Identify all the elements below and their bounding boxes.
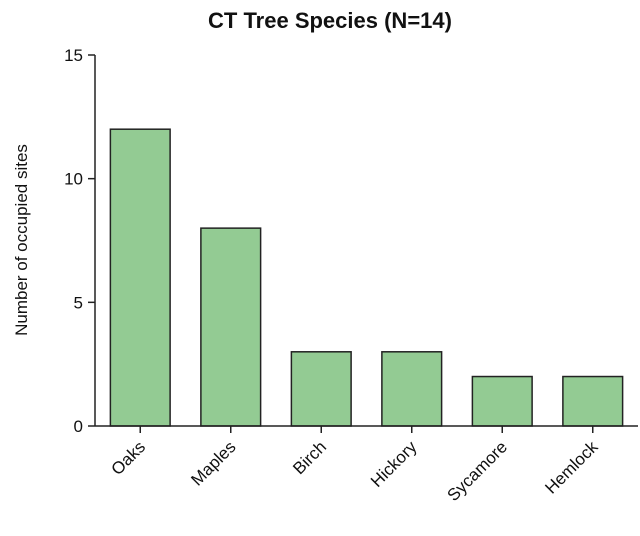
bar — [109, 128, 171, 427]
y-tick-label: 5 — [74, 293, 83, 312]
x-tick-label: Maples — [187, 437, 239, 489]
y-tick-label: 10 — [64, 170, 83, 189]
y-axis-label: Number of occupied sites — [12, 144, 31, 336]
chart-title: CT Tree Species (N=14) — [208, 8, 452, 33]
bar — [200, 227, 262, 427]
x-tick-label: Sycamore — [444, 437, 512, 505]
bar — [290, 351, 352, 427]
bar — [471, 375, 533, 427]
y-tick-label: 15 — [64, 46, 83, 65]
x-tick-label: Birch — [289, 437, 330, 478]
bar — [381, 351, 443, 427]
bar — [562, 375, 624, 427]
x-tick-label: Hickory — [367, 437, 421, 491]
x-tick-label: Hemlock — [541, 437, 602, 498]
y-tick-label: 0 — [74, 417, 83, 436]
x-tick-label: Oaks — [108, 437, 149, 478]
